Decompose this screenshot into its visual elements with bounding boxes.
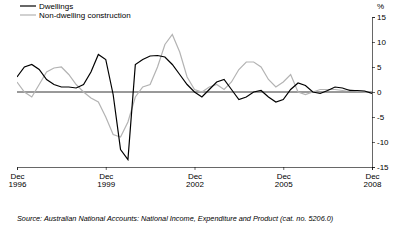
x-tick-label: Dec1996 <box>9 172 27 190</box>
x-tick-mark <box>283 167 284 170</box>
y-tick: 5 <box>372 63 382 72</box>
plot-area <box>17 35 372 160</box>
y-tick-mark <box>372 67 375 68</box>
chart: Dec1996Dec1999Dec2002Dec2005Dec2008-15-1… <box>0 0 397 227</box>
x-tick-mark <box>17 167 18 170</box>
x-axis-line <box>18 168 373 171</box>
series-line <box>17 55 372 160</box>
series-line <box>17 35 372 138</box>
y-axis-line <box>373 18 376 168</box>
legend: DwellingsNon-dwelling construction <box>20 2 131 20</box>
y-tick-label: 10 <box>377 38 386 47</box>
x-tick-label: Dec2008 <box>364 172 382 190</box>
y-tick: -5 <box>372 113 385 122</box>
y-tick-mark <box>372 92 375 93</box>
legend-swatch <box>20 14 36 15</box>
x-tick: Dec2002 <box>186 167 204 189</box>
y-tick-mark <box>372 17 375 18</box>
y-tick-label: -5 <box>377 113 385 122</box>
x-axis: Dec1996 Dec1999 Dec2002 Dec2005 Dec2008 <box>9 167 382 189</box>
legend-label: Dwellings <box>39 2 73 11</box>
x-tick-label: Dec2002 <box>186 172 204 190</box>
y-tick-label: 5 <box>377 63 382 72</box>
y-tick-mark <box>372 117 375 118</box>
y-tick-mark <box>372 167 375 168</box>
x-tick-label: Dec2005 <box>275 172 293 190</box>
x-tick: Dec1999 <box>97 167 115 189</box>
x-tick-label: Dec1999 <box>97 172 115 190</box>
y-tick: 15 <box>372 13 386 22</box>
y-tick-label: -15 <box>377 163 389 172</box>
x-tick: Dec1996 <box>9 167 27 189</box>
legend-swatch <box>20 5 36 6</box>
y-tick: -15 <box>372 163 389 172</box>
x-tick-mark <box>195 167 196 170</box>
legend-label: Non-dwelling construction <box>39 11 131 20</box>
y-tick: 10 <box>372 38 386 47</box>
y-tick-label: -10 <box>377 138 389 147</box>
y-tick-mark <box>372 42 375 43</box>
x-tick: Dec2005 <box>275 167 293 189</box>
y-tick: -10 <box>372 138 389 147</box>
y-tick-mark <box>372 142 375 143</box>
y-axis-title: % <box>377 2 384 11</box>
x-tick-mark <box>106 167 107 170</box>
y-tick: 0 <box>372 88 382 97</box>
y-axis: -15 -10 -5 0 5 10 15 <box>372 13 389 172</box>
source-note: Source: Australian National Accounts: Na… <box>17 214 333 223</box>
y-tick-label: 15 <box>377 13 386 22</box>
y-tick-label: 0 <box>377 88 382 97</box>
